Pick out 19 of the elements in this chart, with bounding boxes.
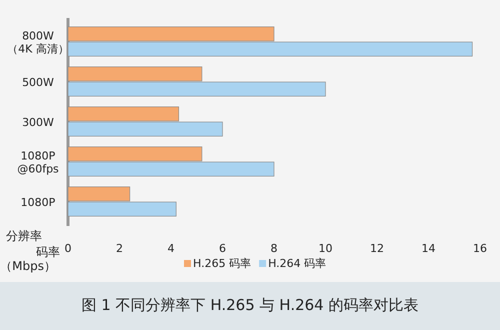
y-tick-label: 500W [22, 76, 54, 89]
x-axis-title: 码率（Mbps） [0, 245, 60, 273]
x-tick-label: 12 [370, 242, 384, 255]
legend-label: H.264 码率 [268, 257, 326, 270]
x-tick-label: 10 [318, 242, 332, 255]
y-tick-label: 1080P [20, 196, 56, 209]
y-tick-label: 1080P @60fps [17, 150, 60, 176]
x-tick-label: 16 [473, 242, 487, 255]
x-tick-label: 8 [270, 242, 278, 255]
x-tick-label: 4 [168, 242, 174, 255]
y-tick-label: 800W（4K 高清） [7, 30, 69, 56]
x-tick-label: 14 [422, 242, 436, 255]
y-tick-label: 300W [22, 116, 54, 129]
text: 图 1 不同分辨率下 H.265 与 H.264 的码率对比表 [82, 296, 418, 314]
x-tick-label: 0 [64, 242, 72, 255]
legend-label: H.265 码率 [193, 257, 252, 270]
x-tick-label: 2 [116, 242, 123, 255]
x-tick-label: 6 [219, 242, 226, 255]
y-axis-title: 分辨率 [6, 229, 42, 243]
